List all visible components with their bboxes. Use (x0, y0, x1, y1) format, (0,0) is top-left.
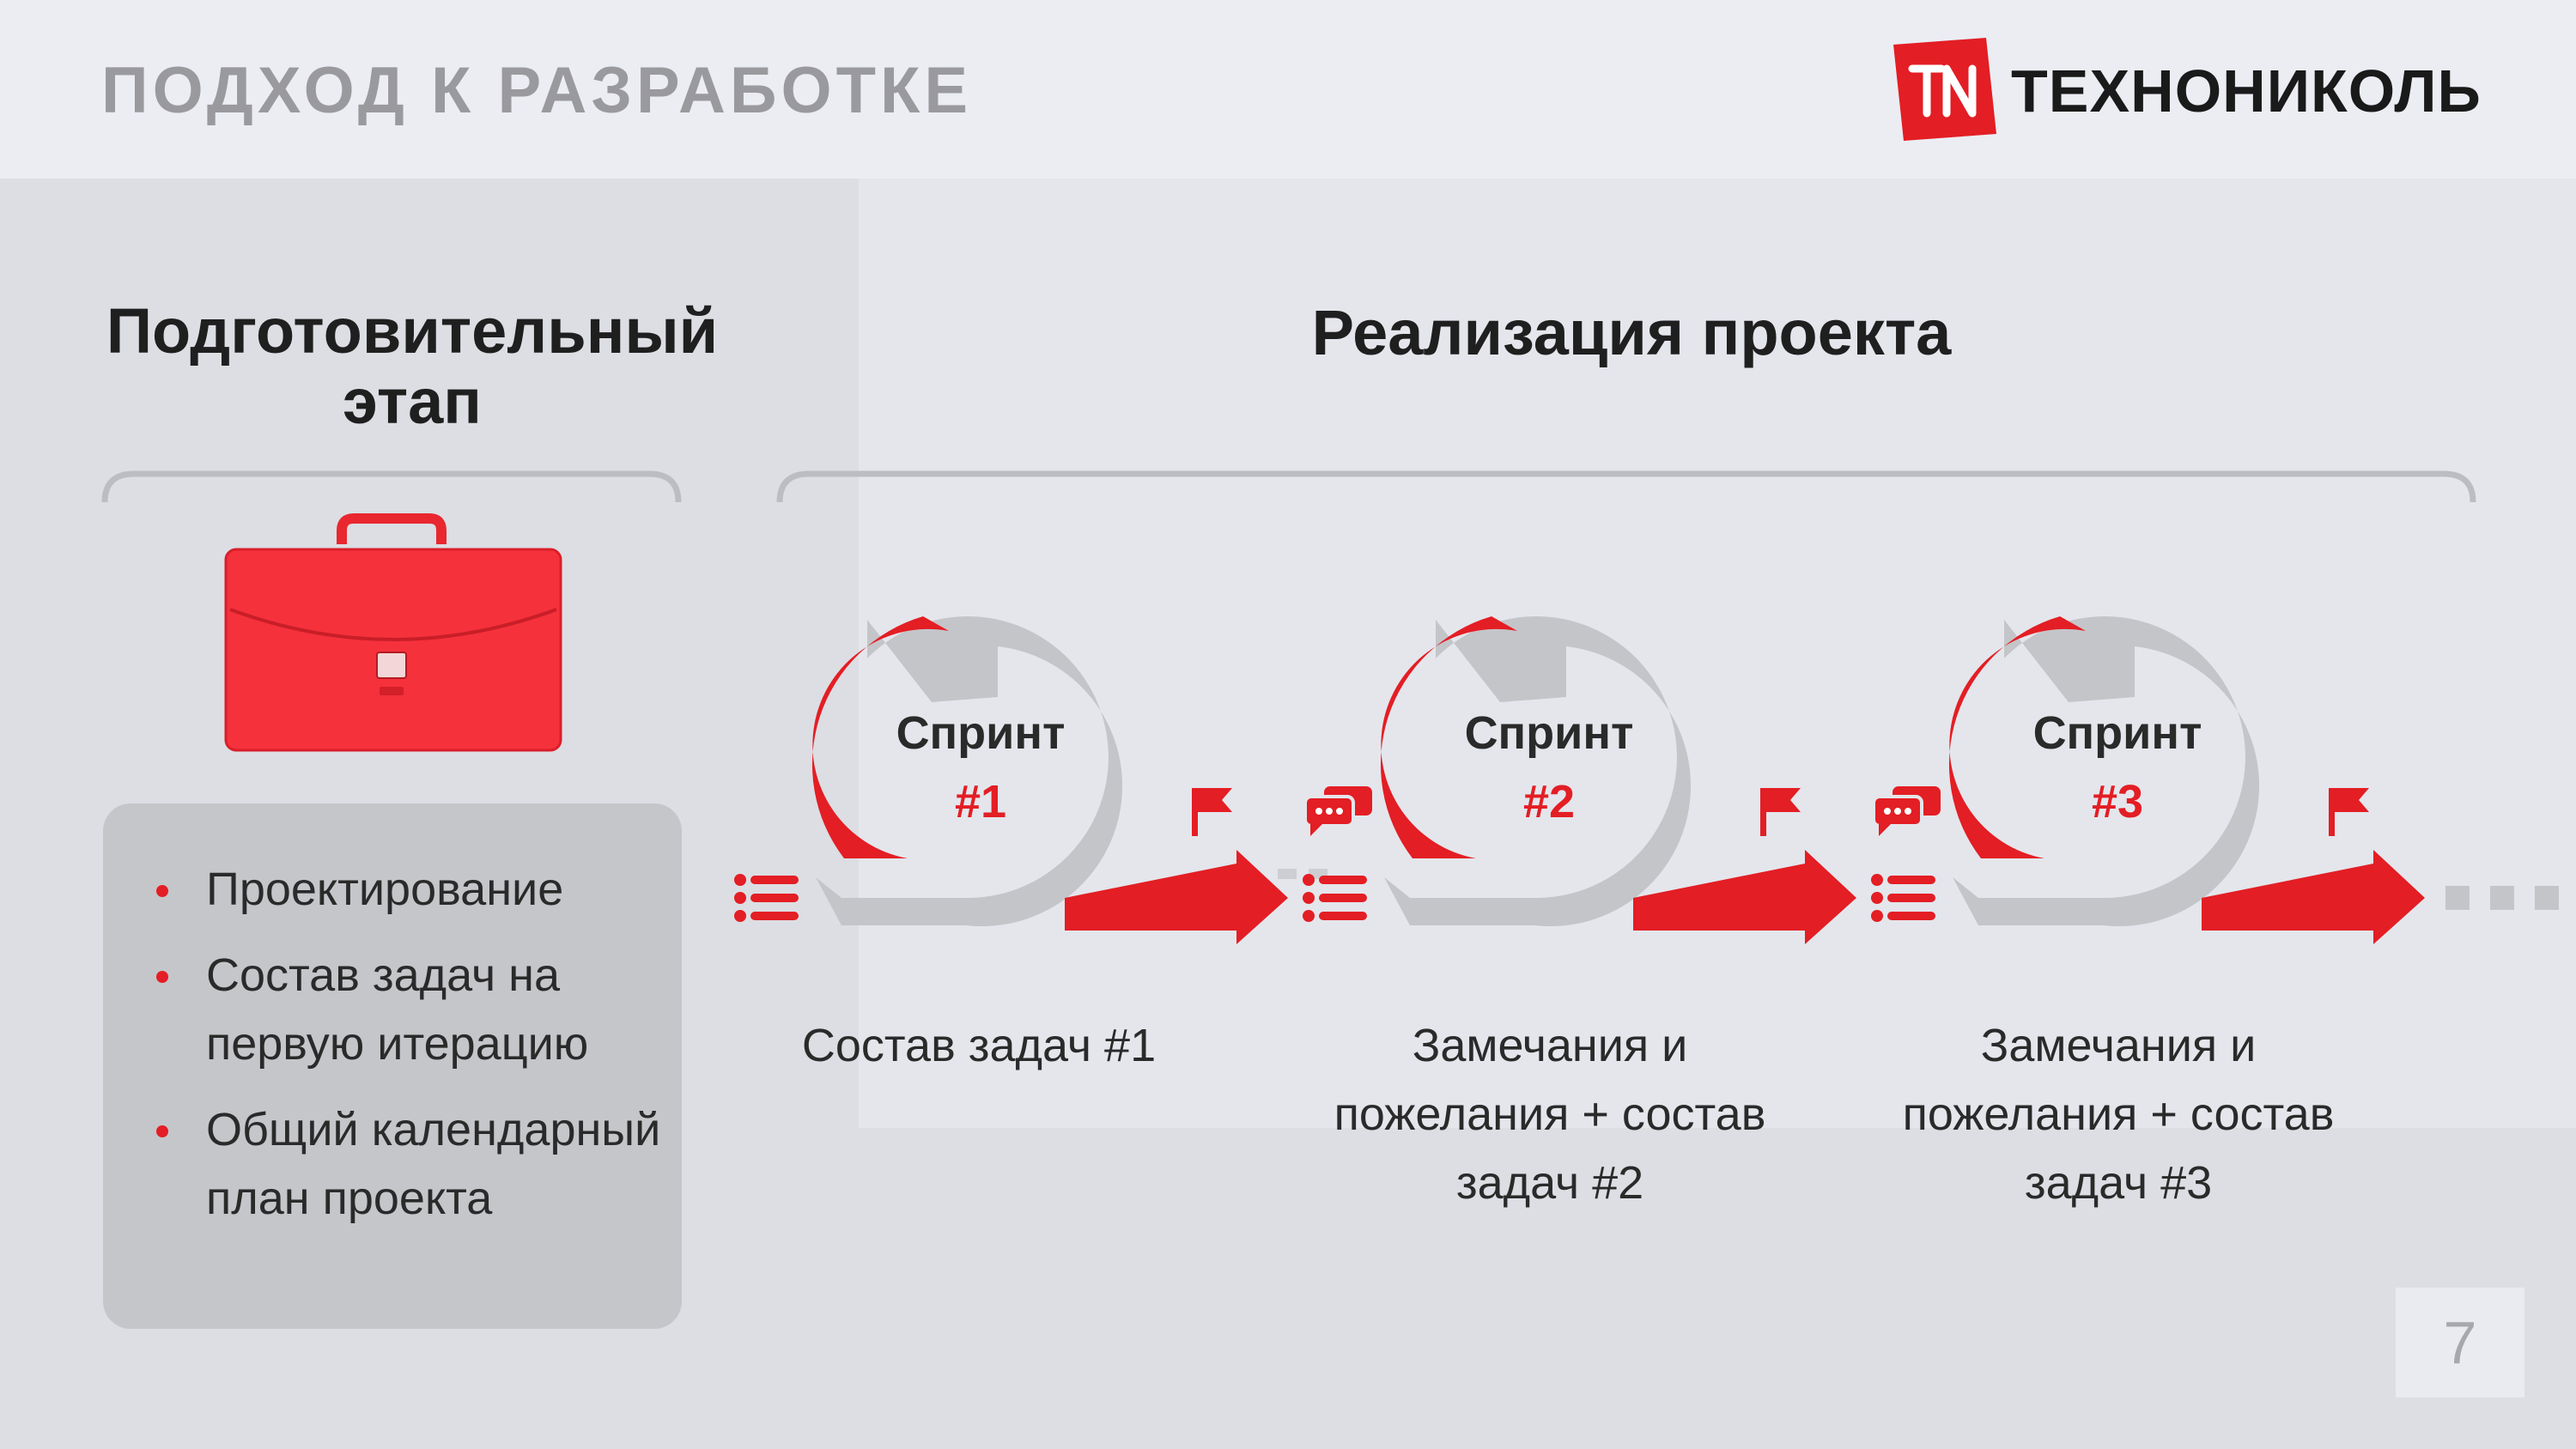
sprint-name: Спринт (896, 707, 1066, 759)
header-bar: ПОДХОД К РАЗРАБОТКЕ ТЕХНОНИКОЛЬ (0, 0, 2576, 179)
comments-icon (1872, 786, 1941, 836)
tasks-list-icon (1303, 874, 1367, 922)
briefcase-icon (224, 513, 562, 752)
sprint-3-cycle (1871, 616, 2425, 944)
sprint-number: #2 (1522, 776, 1576, 828)
prep-list-item: Состав задач на первую итерацию (103, 941, 682, 1078)
page-number: 7 (2396, 1288, 2524, 1397)
prep-stage-title: Подготовительный этап (106, 295, 719, 437)
sprint-name: Спринт (2032, 707, 2202, 759)
logo-mark-icon (1893, 38, 1996, 141)
company-logo: ТЕХНОНИКОЛЬ (1893, 38, 2481, 141)
continuation-dots (2445, 886, 2559, 910)
prep-bracket (101, 470, 682, 503)
prep-list-item: Общий календарный план проекта (103, 1095, 682, 1233)
page-title: ПОДХОД К РАЗРАБОТКЕ (101, 54, 973, 127)
flag-icon (1192, 788, 1232, 836)
tasks-list-icon (1871, 874, 1935, 922)
prep-list-item: Проектирование (103, 855, 682, 924)
prep-stage-box: Проектирование Состав задач на первую ит… (103, 803, 682, 1329)
sprint-number: #1 (954, 776, 1007, 828)
sprint-1-caption: Состав задач #1 (801, 1020, 1157, 1071)
tasks-list-icon (734, 874, 799, 922)
prep-list: Проектирование Состав задач на первую ит… (103, 855, 682, 1250)
implementation-bracket (776, 470, 2476, 503)
sprint-3-label: Спринт #3 (1989, 706, 2246, 829)
sprint-number: #3 (2091, 776, 2144, 828)
flag-icon (1760, 788, 1801, 836)
sprint-2-label: Спринт #2 (1420, 706, 1678, 829)
flag-icon (2329, 788, 2369, 836)
sprint-1-label: Спринт #1 (852, 706, 1109, 829)
sprint-1-cycle (734, 616, 1327, 944)
sprint-3-caption: Замечания и пожелания + состав задач #3 (1902, 1020, 2335, 1209)
sprint-2-caption: Замечания и пожелания + состав задач #2 (1334, 1020, 1766, 1209)
logo-text: ТЕХНОНИКОЛЬ (2011, 58, 2482, 124)
implementation-title: Реализация проекта (1311, 297, 1952, 368)
implementation-panel (859, 179, 2576, 1128)
sprint-2-cycle (1303, 616, 1856, 944)
comments-icon (1303, 786, 1372, 836)
sprint-name: Спринт (1464, 707, 1634, 759)
